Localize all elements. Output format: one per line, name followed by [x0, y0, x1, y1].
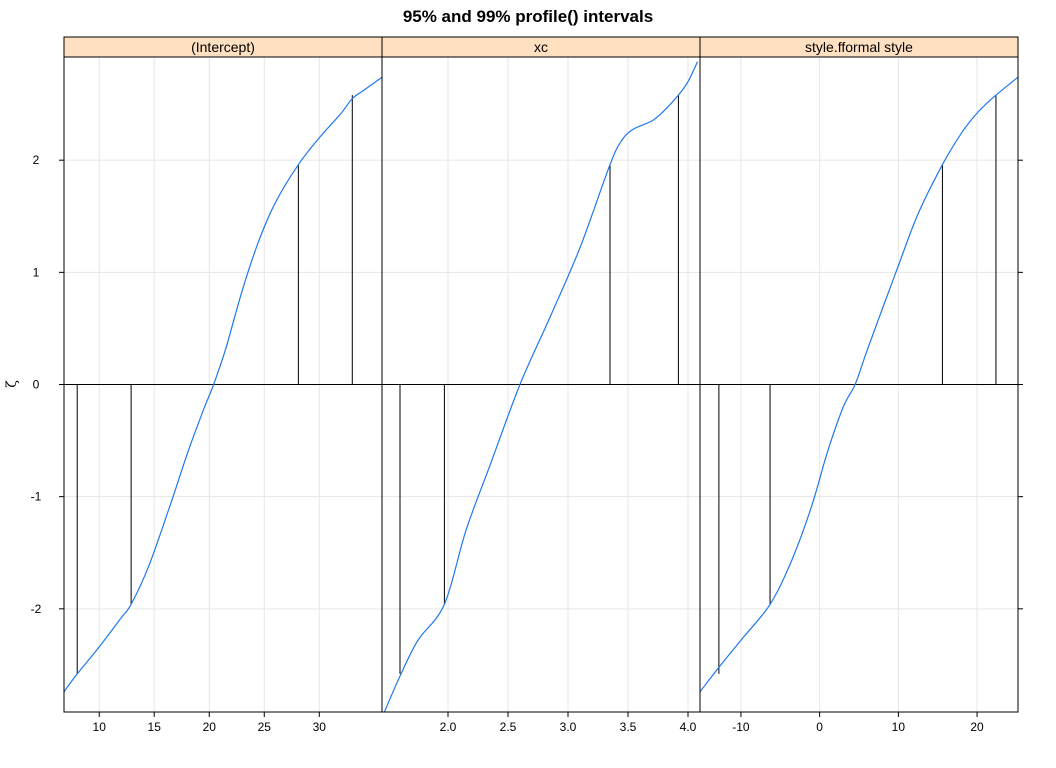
panel-0: (Intercept) 10 15 20 25 30	[63, 36, 383, 734]
x-tick-label: -10	[732, 720, 750, 734]
x-tick-label: 20	[970, 720, 984, 734]
x-tick-label: 25	[258, 720, 272, 734]
x-tick-label: 2.0	[440, 720, 457, 734]
y-axis-label: ζ	[4, 380, 20, 388]
profile-curve	[700, 76, 1018, 693]
y-tick-label: 1	[33, 265, 40, 279]
strip-label: (Intercept)	[191, 39, 255, 55]
y-tick-label: -1	[31, 490, 42, 504]
y-tick-label: -2	[31, 602, 42, 616]
strip-label: xc	[534, 39, 548, 55]
panel-2: style.fformal style -10 0 10 20	[699, 36, 1019, 734]
profile-curve	[383, 61, 699, 712]
x-tick-label: 4.0	[680, 720, 697, 734]
y-tick-label: 2	[33, 153, 40, 167]
x-tick-label: 0	[816, 720, 823, 734]
x-tick-label: 30	[313, 720, 327, 734]
x-tick-label: 10	[93, 720, 107, 734]
profile-curve	[64, 76, 382, 693]
x-tick-label: 3.5	[620, 720, 637, 734]
x-tick-label: 15	[148, 720, 162, 734]
chart-title: 95% and 99% profile() intervals	[403, 7, 653, 26]
x-tick-label: 10	[892, 720, 906, 734]
strip-label: style.fformal style	[805, 39, 913, 55]
x-tick-label: 2.5	[500, 720, 517, 734]
panel-1: xc 2.0 2.5 3.0 3.5 4.0	[381, 36, 701, 734]
y-tick-label: 0	[33, 378, 40, 392]
x-tick-label: 20	[203, 720, 217, 734]
x-tick-label: 3.0	[560, 720, 577, 734]
